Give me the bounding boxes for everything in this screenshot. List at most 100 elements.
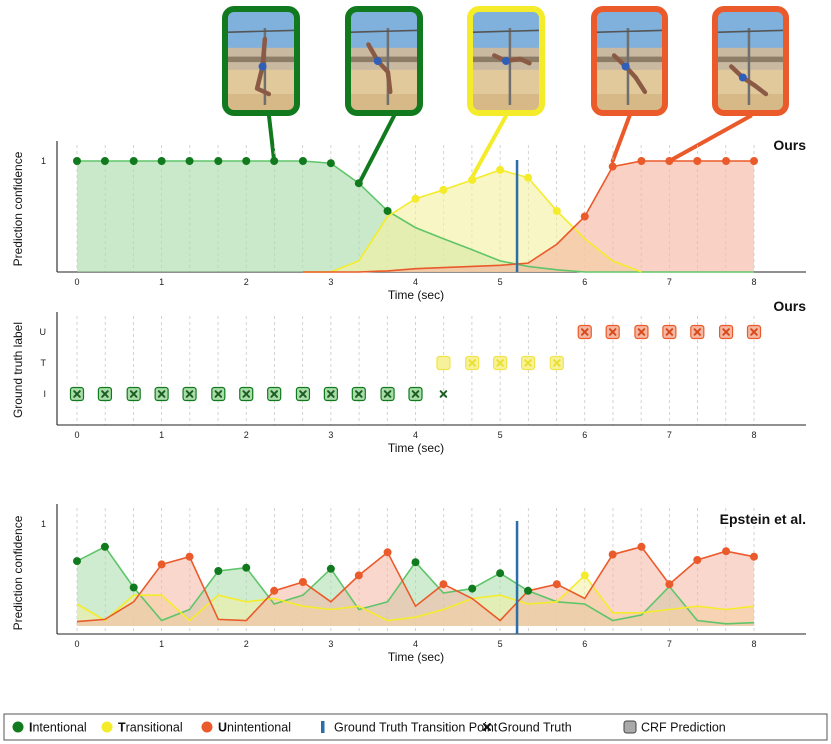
x-tick-label: 7 [667,430,672,440]
pullup-bar [225,29,297,34]
thumbnail-border [591,6,668,116]
x-tick-label: 6 [582,639,587,649]
x-tick-label: 1 [159,277,164,287]
person [729,64,769,97]
buildings-shade [715,56,786,63]
pullup-bar [348,29,420,34]
transitional-point [439,185,448,194]
thumbnail-border [467,6,545,116]
buildings-shade [348,56,420,63]
legend-dot [12,721,24,733]
legend-label-initial: U [218,721,227,735]
ground-truth-marker [553,359,561,367]
panel-title: Ours [773,298,806,314]
x-tick-label: 7 [667,277,672,287]
panel-title: Epstein et al. [720,511,806,527]
video-thumbnail [345,6,423,116]
unintentional-point [608,550,617,559]
x-tick-label: 5 [498,430,503,440]
ground-truth-marker [439,390,448,398]
person-clothing [258,62,267,71]
thumbnail-border [345,6,423,116]
y-axis-label: Prediction confidence [11,151,25,266]
legend-label: Ground Truth [498,721,572,735]
intentional-point [242,563,251,572]
crf-prediction-marker [436,355,451,371]
legend-item-transitional: Transitional [101,721,183,735]
x-tick-label: 4 [413,277,418,287]
unintentional-point [665,157,674,165]
thumbnail-connector [356,114,396,186]
x-tick-label: 6 [582,277,587,287]
ground-truth-marker [185,390,194,398]
intentional-point [214,567,223,575]
y-axis-label: Ground truth label [11,322,25,418]
unintentional-point [383,548,392,557]
unintentional-point [270,586,279,595]
legend-item-unintentional: Unintentional [201,721,291,735]
transitional-point [411,194,420,203]
legend-item-gt: Ground Truth [483,721,572,735]
intentional-point [326,564,335,573]
legend-label-rest: nintentional [227,721,291,735]
sand-shade [348,94,420,113]
intentional-point [326,159,335,168]
legend-box [3,713,828,741]
ground-truth-marker [299,390,307,398]
x-tick-label: 2 [244,430,249,440]
legend-dot [201,721,213,733]
ground-truth-marker [496,359,504,367]
intentional-point [73,157,81,165]
ground-truth-marker [242,390,251,398]
unintentional-area [302,161,754,272]
intentional-point [157,157,166,165]
buildings-shade [594,56,665,63]
ground-truth-marker [327,390,335,398]
y-tick-label: T [41,358,47,368]
video-thumbnail [712,6,789,116]
unintentional-point [439,580,448,589]
intentional-point [468,584,477,593]
x-tick-label: 2 [244,277,249,287]
ground-truth-marker [73,390,81,398]
intentional-point [129,157,138,165]
x-tick-label: 3 [328,430,333,440]
person-clothing [738,73,747,82]
unintentional-point [750,552,758,561]
thumbnail-connector [667,114,753,163]
unintentional-point [185,552,194,561]
legend-item-transition: Ground Truth Transition Point [321,721,498,735]
x-tick-label: 8 [751,277,756,287]
panel-ours-confidence: 0 1 2 3 4 5 6 7 8 Time (sec) Prediction confidence… [11,137,806,302]
unintentional-point [693,157,702,165]
y-tick-label: 1 [41,156,46,166]
intentional-point [100,157,109,165]
ground-truth-marker [270,390,278,398]
person [492,53,532,66]
x-tick-label: 5 [498,639,503,649]
legend-label: Intentional [29,721,87,735]
intentional-point [214,157,223,165]
video-thumbnails [222,6,789,186]
ground-truth-marker [580,328,589,336]
legend-bar [321,721,325,733]
unintentional-point [693,556,702,564]
x-tick-label: 4 [413,430,418,440]
person [366,42,393,95]
unintentional-point [665,580,674,589]
unintentional-point [722,157,731,165]
intentional-point [185,157,194,165]
unintentional-point [552,580,561,589]
ground-truth-marker [665,328,674,336]
unintentional-point [637,157,646,165]
legend-label-rest: ntentional [32,721,86,735]
x-tick-label: 0 [74,430,79,440]
intentional-point [270,157,279,165]
x-tick-label: 1 [159,639,164,649]
x-tick-label: 1 [159,430,164,440]
ground-truth-marker [608,328,617,336]
person [254,36,272,97]
legend-label: Unintentional [218,721,291,735]
x-axis-label: Time (sec) [388,650,444,664]
